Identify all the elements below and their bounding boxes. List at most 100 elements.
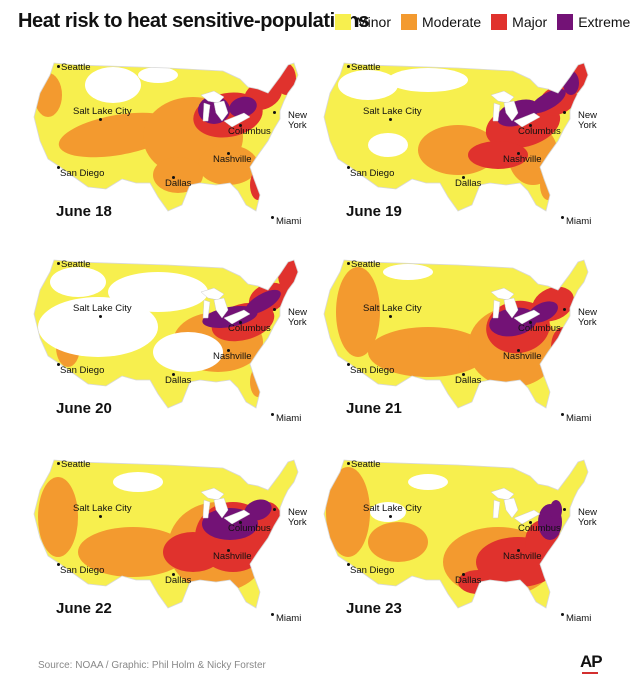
city-label-san-diego: San Diego: [350, 168, 395, 179]
city-marker: [56, 64, 60, 68]
great-lake: [503, 497, 519, 519]
city-marker: [563, 508, 566, 511]
heat-risk-area: [408, 474, 448, 490]
great-lake: [200, 90, 225, 104]
city-marker: [226, 348, 230, 352]
great-lake: [202, 102, 211, 122]
city-label-new-york: New: [288, 110, 308, 121]
legend-swatch-extreme: [557, 14, 574, 30]
city-label-new-york: York: [578, 120, 597, 131]
great-lake: [213, 100, 229, 122]
us-heat-map: [323, 459, 589, 609]
city-label-dallas: Dallas: [455, 575, 482, 586]
legend-label-extreme: Extreme: [578, 14, 631, 30]
legend-swatch-major: [491, 14, 508, 30]
legend-item-major: Major: [491, 14, 547, 30]
great-lake: [513, 309, 541, 325]
city-label-miami: Miami: [276, 613, 302, 624]
heat-risk-area: [198, 145, 258, 185]
city-marker: [98, 514, 102, 518]
legend-label-minor: Minor: [356, 14, 392, 30]
heat-risk-area: [336, 267, 380, 357]
panel-date: June 22: [56, 600, 112, 617]
city-marker: [346, 562, 350, 566]
map-panel: Seattle Salt Lake City San Diego Dallas Nash…: [18, 252, 318, 442]
city-marker: [388, 514, 392, 518]
great-lake: [503, 297, 519, 319]
map-panel: Seattle Salt Lake City San Diego Dallas Nash…: [308, 452, 608, 642]
heat-risk-area: [368, 133, 408, 157]
city-marker: [238, 520, 242, 524]
panel-date: June 19: [346, 203, 402, 220]
great-lake: [200, 287, 225, 301]
heat-risk-area: [244, 499, 272, 521]
city-label-seattle: Seattle: [351, 62, 381, 73]
great-lake: [492, 102, 501, 122]
heat-risk-area: [50, 267, 106, 297]
panel-date: June 21: [346, 400, 402, 417]
heat-risk-area: [370, 502, 406, 522]
heat-risk-area: [229, 96, 257, 118]
city-marker: [560, 412, 564, 416]
city-marker: [270, 215, 274, 219]
great-lake: [200, 487, 225, 501]
heat-risk-area: [34, 73, 62, 117]
legend-item-moderate: Moderate: [401, 14, 481, 30]
city-marker: [226, 151, 230, 155]
city-label-nashville: Nashville: [503, 351, 542, 362]
city-marker: [346, 165, 350, 169]
city-marker: [273, 111, 276, 114]
heat-risk-area: [326, 467, 370, 557]
heat-risk-area: [548, 352, 568, 392]
city-label-salt-lake-city: Salt Lake City: [73, 503, 132, 514]
us-outline: [323, 459, 589, 609]
city-label-new-york: New: [578, 110, 598, 121]
city-label-miami: Miami: [276, 216, 302, 227]
heat-risk-area: [388, 68, 468, 92]
heat-risk-area: [468, 141, 528, 169]
city-marker: [238, 320, 242, 324]
heat-risk-area: [528, 301, 558, 323]
city-label-columbus: Columbus: [518, 323, 561, 334]
great-lake: [513, 112, 541, 128]
city-label-dallas: Dallas: [455, 375, 482, 386]
city-label-new-york: York: [578, 517, 597, 528]
city-marker: [528, 520, 532, 524]
city-marker: [388, 314, 392, 318]
city-label-new-york: York: [578, 317, 597, 328]
heat-risk-area: [38, 297, 158, 357]
us-heat-map: [33, 259, 299, 409]
city-label-columbus: Columbus: [518, 126, 561, 137]
city-label-dallas: Dallas: [165, 178, 192, 189]
city-label-salt-lake-city: Salt Lake City: [363, 303, 422, 314]
city-label-san-diego: San Diego: [350, 365, 395, 376]
great-lake: [513, 509, 541, 525]
legend-item-minor: Minor: [335, 14, 391, 30]
heat-risk-area: [38, 477, 78, 557]
legend-swatch-minor: [335, 14, 351, 30]
city-marker: [171, 175, 175, 179]
panel-date: June 18: [56, 203, 112, 220]
city-label-seattle: Seattle: [61, 62, 91, 73]
city-label-san-diego: San Diego: [60, 565, 105, 576]
city-label-new-york: New: [288, 507, 308, 518]
heat-risk-area: [558, 547, 578, 597]
heat-risk-area: [278, 260, 298, 292]
great-lake: [492, 499, 501, 519]
us-heat-map: [323, 62, 589, 212]
city-label-new-york: York: [288, 517, 307, 528]
city-marker: [56, 461, 60, 465]
city-marker: [270, 612, 274, 616]
city-label-dallas: Dallas: [165, 375, 192, 386]
heat-risk-area: [550, 500, 562, 520]
map-panel: Seattle Salt Lake City San Diego Dallas Nash…: [308, 252, 608, 442]
city-marker: [516, 348, 520, 352]
heat-risk-area: [153, 332, 223, 372]
city-marker: [273, 308, 276, 311]
city-label-new-york: York: [288, 317, 307, 328]
page-title: Heat risk to heat sensitive-populations: [18, 10, 370, 32]
city-marker: [560, 612, 564, 616]
city-marker: [461, 175, 465, 179]
heat-risk-area: [78, 527, 188, 577]
city-label-nashville: Nashville: [503, 551, 542, 562]
